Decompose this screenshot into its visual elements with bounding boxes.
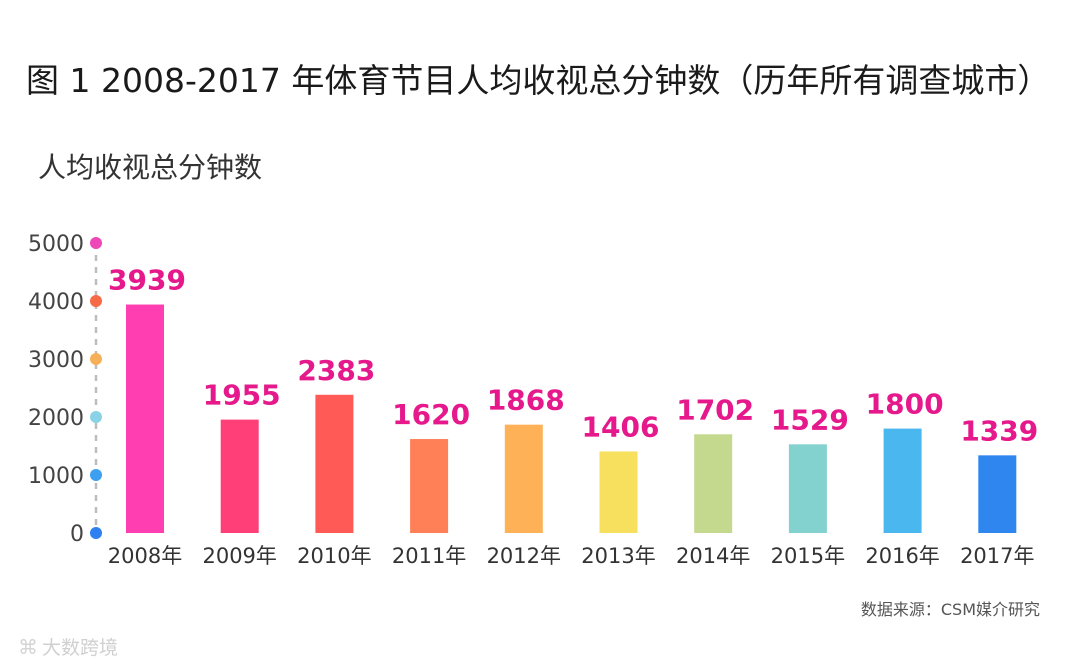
x-tick-label: 2012年 (487, 544, 561, 568)
y-tick-label: 4000 (28, 290, 84, 315)
data-source-note: 数据来源：CSM媒介研究 (860, 600, 1040, 619)
x-tick-label: 2015年 (771, 544, 845, 568)
bar-value-label: 1529 (771, 403, 849, 436)
x-tick-label: 2017年 (960, 544, 1034, 568)
y-tick-dot (90, 237, 102, 249)
y-axis-label: 人均收视总分钟数 (38, 151, 263, 184)
x-tick-label: 2016年 (865, 544, 939, 568)
y-tick-dot (90, 411, 102, 423)
bar (220, 419, 259, 533)
bar-value-label: 1868 (487, 384, 565, 417)
y-tick-label: 0 (70, 522, 84, 547)
bar-value-label: 1702 (676, 393, 754, 426)
bar (410, 439, 449, 533)
bar-value-label: 1620 (392, 398, 470, 431)
bar (504, 424, 543, 533)
bar-value-label: 1339 (960, 414, 1038, 447)
chart-title: 图 1 2008-2017 年体育节目人均收视总分钟数（历年所有调查城市） (26, 61, 1051, 100)
bar (694, 434, 733, 533)
y-tick-dot (90, 469, 102, 481)
x-tick-label: 2013年 (581, 544, 655, 568)
watermark-logo-icon: ⌘ (18, 634, 38, 659)
x-tick-label: 2011年 (392, 544, 466, 568)
x-tick-label: 2010年 (297, 544, 371, 568)
bar (315, 394, 354, 533)
bar-chart: 0 1000 2000 3000 4000 5000 3939 2008年 1955 2009年… (28, 232, 1038, 568)
bar (126, 304, 164, 533)
bar (599, 451, 638, 533)
bar-value-label: 1800 (866, 388, 944, 421)
y-tick-dot (90, 353, 102, 365)
bar (883, 428, 922, 533)
watermark: ⌘ 大数跨境 (18, 633, 118, 660)
y-tick-dot (90, 295, 102, 307)
y-tick-label: 2000 (28, 406, 84, 431)
bar-value-label: 1406 (582, 410, 660, 443)
y-tick-dot (90, 527, 102, 539)
bar (978, 455, 1017, 533)
x-tick-label: 2009年 (202, 544, 276, 568)
y-tick-label: 1000 (28, 464, 84, 489)
bar (788, 444, 827, 533)
bar-value-label: 1955 (203, 379, 281, 412)
watermark-text: 大数跨境 (42, 637, 119, 659)
x-tick-label: 2014年 (676, 544, 750, 568)
bar-value-label: 2383 (297, 354, 375, 387)
y-tick-label: 3000 (28, 348, 84, 373)
y-tick-label: 5000 (28, 232, 84, 257)
x-tick-label: 2008年 (108, 544, 182, 568)
bar-value-label: 3939 (108, 264, 186, 297)
